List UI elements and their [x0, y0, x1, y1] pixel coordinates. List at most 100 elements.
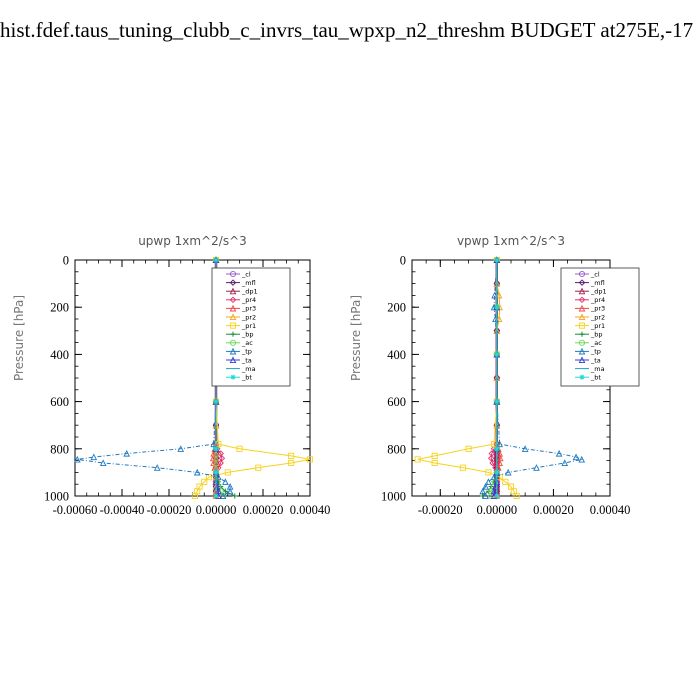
data-point [213, 399, 219, 405]
chart-panel-1: upwp 1xm^2/s^3 Pressure [hPa] 0 200 400 600 80… [12, 234, 330, 517]
data-point [226, 487, 234, 495]
data-point [521, 445, 529, 452]
y-tick-label: 400 [387, 348, 406, 362]
y-tick-label: 1000 [44, 490, 69, 504]
legend-marker [230, 331, 236, 337]
data-point [459, 464, 466, 471]
legend-label: _mfl [590, 279, 605, 287]
series-tp [74, 256, 234, 500]
legend-label: _pr4 [241, 296, 256, 304]
data-point [224, 469, 231, 476]
legend-marker [578, 356, 586, 364]
x-tick-label: -0.00020 [147, 503, 192, 517]
panel-title: upwp 1xm^2/s^3 [138, 234, 247, 248]
legend-marker [229, 322, 237, 329]
legend-marker [229, 279, 237, 286]
legend-label: _pr2 [590, 313, 605, 321]
data-point [90, 453, 98, 461]
x-tick-label: 0.00040 [290, 503, 331, 517]
legend-marker [230, 374, 236, 380]
legend-label: _pr4 [590, 296, 605, 304]
x-tick-label: -0.00040 [100, 503, 145, 517]
data-point [555, 449, 563, 457]
data-point [210, 440, 217, 448]
series-bt [494, 257, 500, 499]
legend-marker [578, 287, 586, 295]
data-point [494, 304, 500, 310]
legend-label: _pr1 [241, 322, 256, 330]
series-line [482, 259, 584, 497]
y-tick-label: 200 [50, 301, 69, 315]
legend-box [211, 267, 291, 387]
y-tick-label: 600 [387, 395, 406, 409]
legend-label: _bp [590, 331, 603, 339]
legend-marker [578, 279, 586, 286]
data-point [496, 459, 504, 467]
legend-marker [578, 296, 586, 304]
data-point [213, 446, 219, 452]
data-point [288, 459, 295, 467]
legend-label: _cl [241, 270, 251, 278]
legend-marker [578, 339, 586, 346]
legend-marker [229, 287, 237, 295]
data-point [496, 440, 504, 448]
legend-marker [578, 313, 586, 321]
legend-label: _dp1 [590, 288, 607, 296]
legend-label: _ac [241, 339, 253, 347]
data-point [572, 453, 580, 461]
data-point [504, 468, 512, 476]
x-tick-label: 0.00020 [243, 503, 284, 517]
data-point [153, 464, 161, 471]
x-tick-label: 0.00040 [590, 503, 631, 517]
data-point [495, 291, 503, 299]
legend-label: _bt [590, 374, 601, 382]
series-pr1 [414, 256, 520, 500]
page-title: hist.fdef.taus_tuning_clubb_c_invrs_tau_… [0, 18, 694, 42]
data-point [191, 492, 198, 500]
data-point [494, 399, 500, 405]
legend-marker [579, 374, 585, 380]
data-point [490, 473, 498, 481]
data-point [306, 456, 314, 463]
data-point [482, 482, 489, 490]
legend: _cl_mfl_dp1_pr4_pr3_pr2_pr1_bp_ac_tp_ta_… [211, 267, 291, 387]
legend-label: _ta [590, 356, 601, 364]
legend-label: _pr3 [241, 305, 256, 313]
data-point [217, 450, 224, 457]
data-point [232, 493, 238, 499]
legend-marker [229, 339, 237, 346]
data-point [123, 449, 131, 457]
data-point [489, 459, 496, 467]
legend-label: _pr3 [590, 305, 605, 313]
data-point [215, 473, 222, 481]
y-tick-label: 1000 [381, 490, 406, 504]
legend-label: _bt [241, 374, 252, 382]
data-point [213, 493, 219, 499]
data-point [482, 492, 489, 500]
panel-title: vpwp 1xm^2/s^3 [457, 234, 565, 248]
data-point [431, 452, 438, 459]
legend-marker [229, 347, 237, 355]
data-point [222, 478, 229, 485]
data-point [485, 478, 492, 485]
legend-marker [578, 322, 586, 329]
y-tick-label: 600 [50, 395, 69, 409]
series-line [77, 260, 231, 497]
legend: _cl_mfl_dp1_pr4_pr3_pr2_pr1_bp_ac_tp_ta_… [560, 267, 640, 387]
legend-label: _mfl [241, 279, 256, 287]
data-point [494, 493, 500, 499]
legend-marker [229, 270, 237, 278]
legend-label: _pr1 [590, 322, 605, 330]
y-tick-label: 800 [387, 442, 406, 456]
legend-marker [579, 331, 585, 337]
legend-label: _ma [590, 365, 605, 373]
legend-marker [578, 304, 586, 312]
data-point [487, 455, 495, 462]
legend-label: _cl [590, 270, 600, 278]
legend-label: _dp1 [241, 288, 258, 296]
x-tick-label: -0.00020 [418, 503, 463, 517]
legend-marker [229, 356, 237, 364]
legend-label: _ta [241, 356, 252, 364]
legend-marker [578, 270, 586, 278]
data-point [533, 464, 540, 471]
